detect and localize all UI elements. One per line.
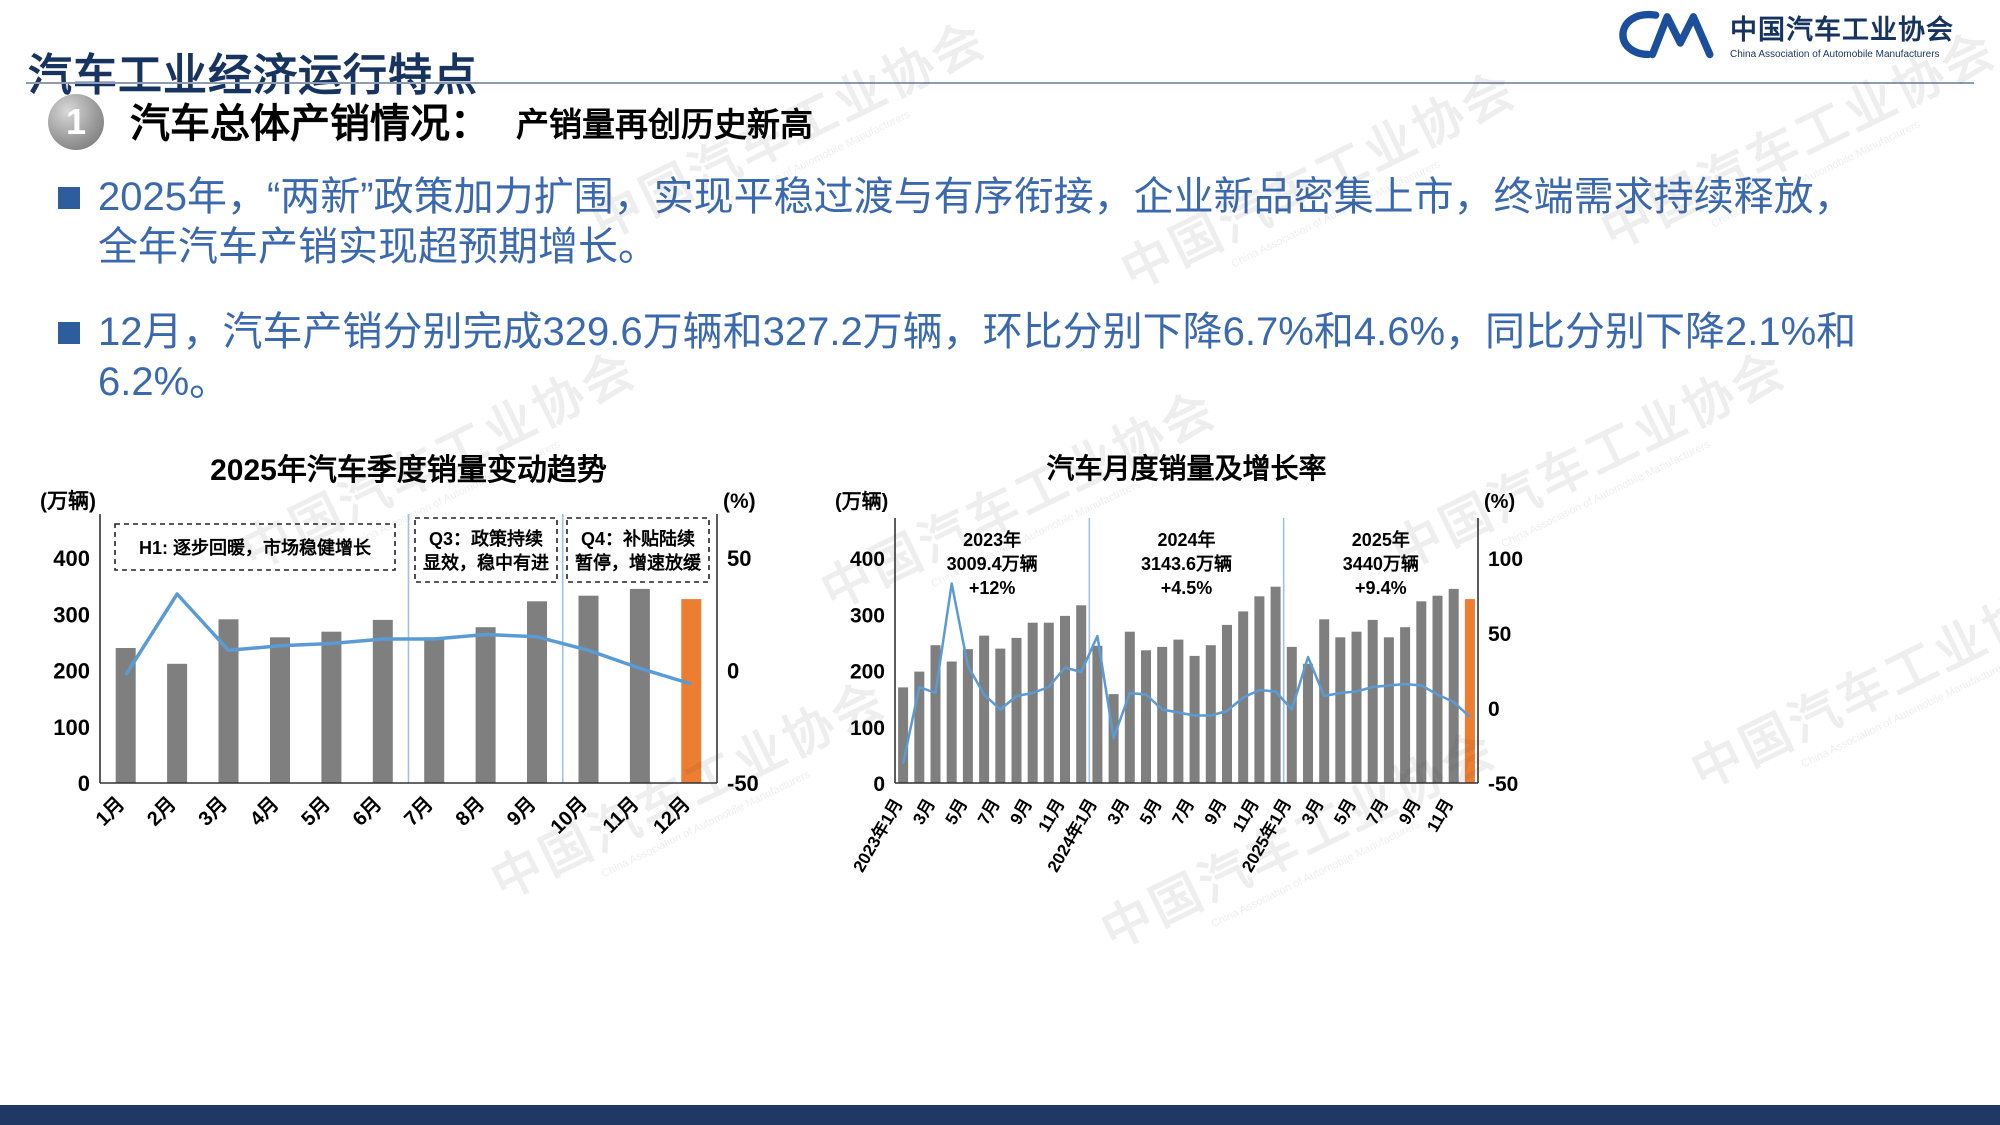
svg-text:3月: 3月 bbox=[1104, 796, 1134, 828]
svg-text:3143.6万辆: 3143.6万辆 bbox=[1141, 553, 1232, 574]
svg-text:(%): (%) bbox=[723, 490, 756, 513]
watermark-text-cn: 中国汽车工业协会 bbox=[1682, 560, 2000, 801]
svg-text:200: 200 bbox=[53, 659, 90, 684]
bullet-item: 2025年，“两新”政策加力扩围，实现平稳过渡与有序衔接，企业新品密集上市，终端… bbox=[58, 172, 1858, 273]
section-heading: 汽车总体产销情况： bbox=[130, 102, 490, 146]
svg-text:7月: 7月 bbox=[1363, 796, 1393, 828]
svg-text:2024年: 2024年 bbox=[1157, 529, 1215, 550]
svg-text:9月: 9月 bbox=[1006, 796, 1036, 828]
svg-text:12月: 12月 bbox=[649, 793, 694, 838]
svg-text:0: 0 bbox=[873, 773, 885, 796]
section-number-badge: 1 bbox=[48, 94, 104, 150]
svg-text:100: 100 bbox=[1488, 548, 1523, 571]
svg-text:400: 400 bbox=[850, 548, 885, 571]
bullet-item: 12月，汽车产销分别完成329.6万辆和327.2万辆，环比分别下降6.7%和4… bbox=[58, 307, 1858, 408]
section-subheading: 产销量再创历史新高 bbox=[516, 106, 813, 143]
svg-text:2025年: 2025年 bbox=[1352, 529, 1410, 550]
watermark: 中国汽车工业协会 China Association of Automobile … bbox=[1629, 526, 2000, 838]
svg-text:+12%: +12% bbox=[969, 578, 1016, 598]
title-divider bbox=[26, 82, 1974, 84]
svg-text:11月: 11月 bbox=[1035, 796, 1069, 836]
svg-text:11月: 11月 bbox=[599, 793, 644, 838]
bullet-marker-icon bbox=[58, 321, 80, 344]
svg-text:Q3：政策持续: Q3：政策持续 bbox=[429, 528, 543, 549]
svg-text:3009.4万辆: 3009.4万辆 bbox=[947, 553, 1038, 574]
svg-text:2025年汽车季度销量变动趋势: 2025年汽车季度销量变动趋势 bbox=[210, 453, 607, 487]
svg-text:4月: 4月 bbox=[246, 793, 284, 831]
svg-text:10月: 10月 bbox=[547, 793, 592, 838]
svg-text:(万辆): (万辆) bbox=[835, 489, 888, 513]
svg-text:0: 0 bbox=[727, 659, 739, 684]
svg-text:-50: -50 bbox=[727, 771, 759, 796]
svg-text:100: 100 bbox=[53, 715, 90, 740]
chart-svg: 0 100 200 300 400 100 50 0 -50 汽车月度销量及增长率 (万辆) (%) 2… bbox=[835, 452, 1523, 875]
bullet-marker-icon bbox=[58, 187, 80, 209]
svg-text:300: 300 bbox=[850, 604, 885, 627]
svg-text:5月: 5月 bbox=[1136, 796, 1166, 828]
svg-text:(万辆): (万辆) bbox=[40, 489, 96, 513]
svg-text:300: 300 bbox=[53, 602, 90, 627]
svg-text:11月: 11月 bbox=[1229, 796, 1263, 836]
watermark-text-en: China Association of Automobile Manufact… bbox=[1799, 658, 2000, 771]
svg-text:+9.4%: +9.4% bbox=[1355, 578, 1407, 598]
svg-text:2023年: 2023年 bbox=[963, 529, 1021, 550]
svg-text:5月: 5月 bbox=[297, 793, 335, 831]
svg-text:Q4：补贴陆续: Q4：补贴陆续 bbox=[581, 528, 695, 549]
svg-text:3月: 3月 bbox=[195, 793, 233, 831]
logo-text: 中国汽车工业协会 China Association of Automobile… bbox=[1730, 8, 1954, 60]
bullet-list: 2025年，“两新”政策加力扩围，实现平稳过渡与有序衔接，企业新品密集上市，终端… bbox=[58, 172, 1858, 442]
page-title: 汽车工业经济运行特点 bbox=[28, 51, 478, 101]
svg-text:9月: 9月 bbox=[503, 793, 541, 831]
logo-org-name-cn: 中国汽车工业协会 bbox=[1730, 15, 1954, 45]
svg-text:+4.5%: +4.5% bbox=[1161, 578, 1213, 598]
chart-quarterly-sales: 0 100 200 300 400 50 0 -50 2025年汽车季度销量变动趋势 (万辆) (%… bbox=[20, 448, 800, 923]
svg-text:2023年1月: 2023年1月 bbox=[849, 795, 907, 875]
svg-text:11月: 11月 bbox=[1423, 796, 1457, 836]
svg-text:100: 100 bbox=[850, 717, 885, 740]
svg-text:9月: 9月 bbox=[1201, 796, 1231, 828]
svg-text:7月: 7月 bbox=[974, 796, 1004, 828]
bullet-text: 12月，汽车产销分别完成329.6万辆和327.2万辆，环比分别下降6.7%和4… bbox=[98, 309, 1857, 405]
svg-text:汽车月度销量及增长率: 汽车月度销量及增长率 bbox=[1046, 452, 1326, 484]
svg-text:6月: 6月 bbox=[349, 793, 387, 831]
svg-text:3440万辆: 3440万辆 bbox=[1343, 553, 1419, 574]
svg-text:H1: 逐步回暖，市场稳健增长: H1: 逐步回暖，市场稳健增长 bbox=[139, 537, 372, 558]
svg-text:3月: 3月 bbox=[909, 796, 939, 828]
svg-text:显效，稳中有进: 显效，稳中有进 bbox=[423, 552, 549, 573]
svg-text:3月: 3月 bbox=[1298, 796, 1328, 828]
svg-text:50: 50 bbox=[1488, 623, 1511, 646]
svg-text:5月: 5月 bbox=[1330, 796, 1360, 828]
svg-text:2月: 2月 bbox=[143, 793, 181, 831]
svg-text:7月: 7月 bbox=[1168, 796, 1198, 828]
bullet-text: 2025年，“两新”政策加力扩围，实现平稳过渡与有序衔接，企业新品密集上市，终端… bbox=[98, 175, 1854, 270]
svg-text:(%): (%) bbox=[1484, 491, 1515, 513]
section-header: 1 汽车总体产销情况： 产销量再创历史新高 bbox=[48, 94, 813, 150]
svg-text:400: 400 bbox=[53, 546, 90, 571]
svg-text:暂停，增速放缓: 暂停，增速放缓 bbox=[575, 552, 702, 573]
svg-text:7月: 7月 bbox=[400, 793, 438, 831]
svg-text:9月: 9月 bbox=[1395, 796, 1425, 828]
svg-text:1月: 1月 bbox=[92, 793, 130, 831]
logo-org-name-en: China Association of Automobile Manufact… bbox=[1730, 49, 1940, 60]
svg-text:0: 0 bbox=[78, 771, 90, 796]
svg-text:0: 0 bbox=[1488, 698, 1500, 721]
svg-text:-50: -50 bbox=[1488, 773, 1518, 796]
svg-text:5月: 5月 bbox=[942, 796, 972, 828]
caam-logo: 中国汽车工业协会 China Association of Automobile… bbox=[1618, 8, 1954, 60]
chart-monthly-sales: 0 100 200 300 400 100 50 0 -50 汽车月度销量及增长率 (万辆) (%) 2… bbox=[820, 448, 1540, 953]
svg-text:200: 200 bbox=[850, 661, 885, 684]
caam-logo-icon bbox=[1619, 10, 1714, 59]
svg-text:50: 50 bbox=[727, 546, 751, 571]
svg-text:8月: 8月 bbox=[452, 793, 490, 831]
footer-bar bbox=[0, 1105, 2000, 1125]
